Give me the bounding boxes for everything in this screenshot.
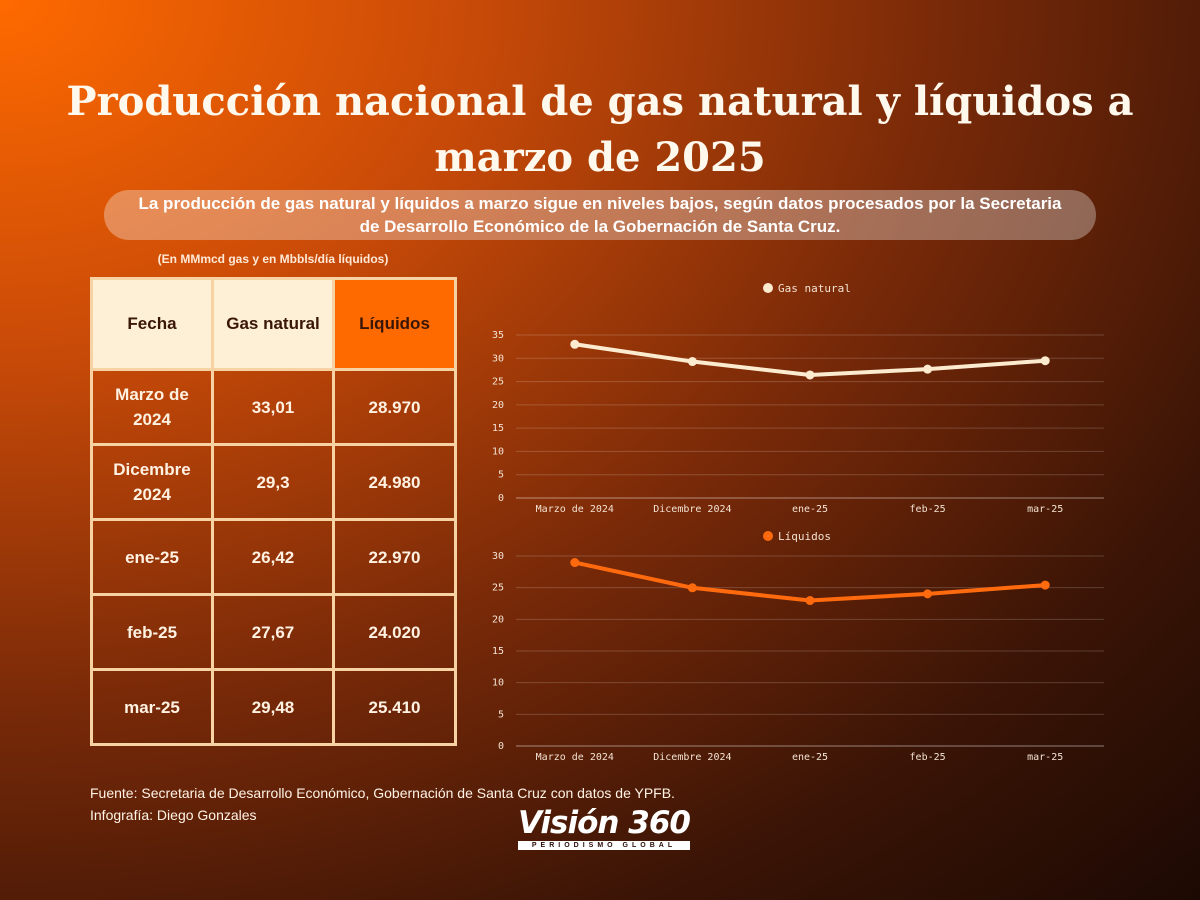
table-row: mar-25 29,48 25.410 xyxy=(90,668,457,746)
logo-wordmark: Visión 360 xyxy=(517,805,691,841)
x-tick-label: feb-25 xyxy=(910,504,946,515)
y-tick-label: 30 xyxy=(492,551,504,562)
footer: Fuente: Secretaria de Desarrollo Económi… xyxy=(90,782,675,826)
cell-liquidos: 24.020 xyxy=(332,593,457,671)
legend-label: Líquidos xyxy=(778,530,831,543)
header-fecha: Fecha xyxy=(90,277,214,371)
y-tick-label: 0 xyxy=(498,741,504,752)
y-tick-label: 25 xyxy=(492,377,504,388)
liquidos-line-chart: 0 5 10 15 20 25 30 Marzo de 2024 Dicembre 2024 en… xyxy=(492,530,1104,763)
y-tick-label: 5 xyxy=(498,709,504,720)
header-gas-natural: Gas natural xyxy=(211,277,335,371)
x-tick-label: Dicembre 2024 xyxy=(653,504,731,515)
cell-liquidos: 22.970 xyxy=(332,518,457,596)
cell-gas: 29,3 xyxy=(211,443,335,521)
x-tick-label: mar-25 xyxy=(1027,752,1063,763)
y-tick-label: 10 xyxy=(492,446,504,457)
series-line xyxy=(572,342,1048,377)
x-tick-label: ene-25 xyxy=(792,504,828,515)
data-point xyxy=(687,357,697,367)
data-point xyxy=(923,589,933,599)
logo-tagline: PERIODISMO GLOBAL xyxy=(518,841,690,850)
y-tick-label: 30 xyxy=(492,353,504,364)
cell-gas: 26,42 xyxy=(211,518,335,596)
header-liquidos: Líquidos xyxy=(332,277,457,371)
data-point xyxy=(1040,356,1050,366)
cell-fecha: ene-25 xyxy=(90,518,214,596)
y-tick-label: 5 xyxy=(498,470,504,481)
y-tick-label: 35 xyxy=(492,330,504,341)
units-note: (En MMmcd gas y en Mbbls/día líquidos) xyxy=(157,252,389,266)
y-tick-label: 10 xyxy=(492,678,504,689)
y-tick-label: 25 xyxy=(492,583,504,594)
legend-label: Gas natural xyxy=(778,282,851,295)
x-tick-label: ene-25 xyxy=(792,752,828,763)
data-point xyxy=(805,596,815,606)
cell-gas: 33,01 xyxy=(211,368,335,446)
data-point xyxy=(570,339,580,349)
x-tick-label: Marzo de 2024 xyxy=(536,752,614,763)
data-point xyxy=(1040,580,1050,590)
table-row: feb-25 27,67 24.020 xyxy=(90,593,457,671)
cell-liquidos: 24.980 xyxy=(332,443,457,521)
data-point xyxy=(570,558,580,568)
table-row: Marzo de 2024 33,01 28.970 xyxy=(90,368,457,446)
x-tick-label: Dicembre 2024 xyxy=(653,752,731,763)
subtitle-banner: La producción de gas natural y líquidos … xyxy=(104,190,1096,240)
y-tick-label: 15 xyxy=(492,646,504,657)
y-tick-label: 0 xyxy=(498,493,504,504)
data-point xyxy=(805,370,815,380)
source-note: Fuente: Secretaria de Desarrollo Económi… xyxy=(90,785,675,801)
table-row: Dicembre 2024 29,3 24.980 xyxy=(90,443,457,521)
series-line xyxy=(572,560,1048,603)
cell-gas: 29,48 xyxy=(211,668,335,746)
x-tick-label: mar-25 xyxy=(1027,504,1063,515)
cell-fecha: Marzo de 2024 xyxy=(90,368,214,446)
cell-gas: 27,67 xyxy=(211,593,335,671)
y-tick-label: 20 xyxy=(492,400,504,411)
page-title: Producción nacional de gas natural y líq… xyxy=(66,78,1134,181)
cell-fecha: feb-25 xyxy=(90,593,214,671)
vision360-logo: Visión 360 PERIODISMO GLOBAL xyxy=(512,806,696,850)
data-point xyxy=(923,364,933,374)
table-row: ene-25 26,42 22.970 xyxy=(90,518,457,596)
data-point xyxy=(687,583,697,593)
y-tick-label: 20 xyxy=(492,614,504,625)
legend-marker xyxy=(763,531,773,541)
cell-liquidos: 28.970 xyxy=(332,368,457,446)
x-tick-label: feb-25 xyxy=(910,752,946,763)
y-tick-label: 15 xyxy=(492,423,504,434)
cell-liquidos: 25.410 xyxy=(332,668,457,746)
x-tick-label: Marzo de 2024 xyxy=(536,504,614,515)
legend-marker xyxy=(763,283,773,293)
cell-fecha: Dicembre 2024 xyxy=(90,443,214,521)
gas-natural-line-chart: 0 5 10 15 20 25 30 35 Marzo de 2024 Dicembre 2024… xyxy=(492,282,1104,515)
credit-note: Infografía: Diego Gonzales xyxy=(90,807,257,823)
table-header-row: Fecha Gas natural Líquidos xyxy=(90,277,457,371)
production-table: Fecha Gas natural Líquidos Marzo de 2024… xyxy=(90,277,457,746)
cell-fecha: mar-25 xyxy=(90,668,214,746)
